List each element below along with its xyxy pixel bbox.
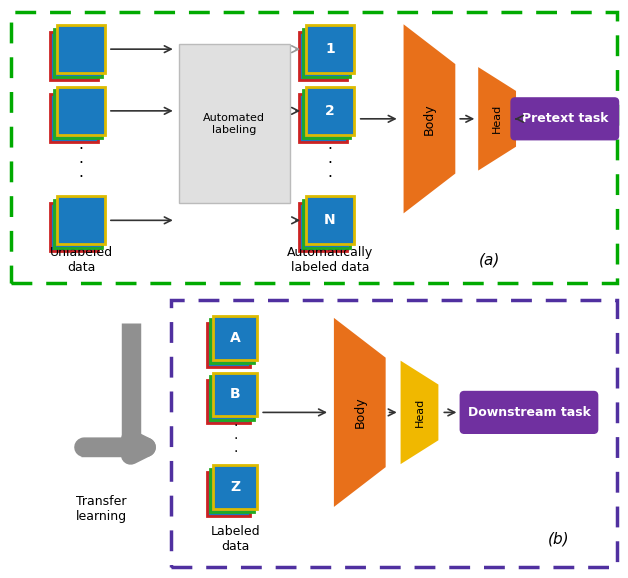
Text: Head: Head	[414, 398, 425, 427]
Bar	[299, 203, 347, 251]
Bar	[210, 376, 254, 420]
Bar	[299, 32, 347, 80]
Text: A: A	[230, 331, 241, 344]
Text: Z: Z	[230, 480, 241, 494]
Bar	[306, 197, 354, 244]
Text: B: B	[230, 387, 241, 402]
FancyBboxPatch shape	[171, 300, 617, 566]
Text: Automated
labeling: Automated labeling	[203, 113, 266, 135]
Bar	[54, 29, 102, 76]
Bar	[57, 197, 105, 244]
Bar	[50, 203, 98, 251]
Text: 1: 1	[325, 42, 335, 56]
Text: ·
·
·: · · ·	[78, 142, 84, 185]
Text: 2: 2	[325, 104, 335, 118]
Bar	[210, 320, 254, 363]
Text: Labeled
data: Labeled data	[210, 525, 260, 553]
FancyBboxPatch shape	[511, 98, 619, 140]
Text: ·
·
·: · · ·	[327, 142, 332, 185]
Text: Body: Body	[354, 397, 366, 428]
Bar	[207, 472, 251, 516]
Text: Pretext task: Pretext task	[521, 112, 608, 125]
Text: N: N	[324, 213, 336, 227]
Bar	[214, 465, 257, 509]
Bar	[306, 87, 354, 135]
Bar	[207, 323, 251, 366]
Bar	[303, 91, 350, 138]
Text: Downstream task: Downstream task	[467, 406, 590, 419]
Text: Unlabeled
data: Unlabeled data	[50, 246, 112, 274]
Bar	[207, 380, 251, 423]
Polygon shape	[404, 24, 455, 213]
Text: Transfer
learning: Transfer learning	[75, 495, 127, 523]
Text: ·
·
·: · · ·	[233, 420, 237, 459]
Text: Automatically
labeled data: Automatically labeled data	[287, 246, 373, 274]
Bar	[299, 94, 347, 142]
Polygon shape	[334, 318, 386, 507]
Bar	[50, 94, 98, 142]
Bar	[54, 200, 102, 248]
Bar	[303, 200, 350, 248]
Bar	[178, 44, 290, 203]
Text: Head: Head	[492, 104, 502, 134]
Bar	[54, 91, 102, 138]
FancyBboxPatch shape	[460, 391, 598, 434]
Text: (b): (b)	[548, 531, 570, 546]
Polygon shape	[478, 67, 516, 171]
Bar	[306, 25, 354, 73]
Bar	[214, 316, 257, 360]
Text: (a): (a)	[479, 253, 500, 268]
Bar	[214, 373, 257, 416]
Polygon shape	[401, 361, 438, 464]
Text: Body: Body	[423, 103, 436, 135]
Bar	[57, 25, 105, 73]
Bar	[57, 87, 105, 135]
Bar	[210, 469, 254, 513]
Bar	[50, 32, 98, 80]
Bar	[303, 29, 350, 76]
FancyBboxPatch shape	[11, 12, 617, 283]
